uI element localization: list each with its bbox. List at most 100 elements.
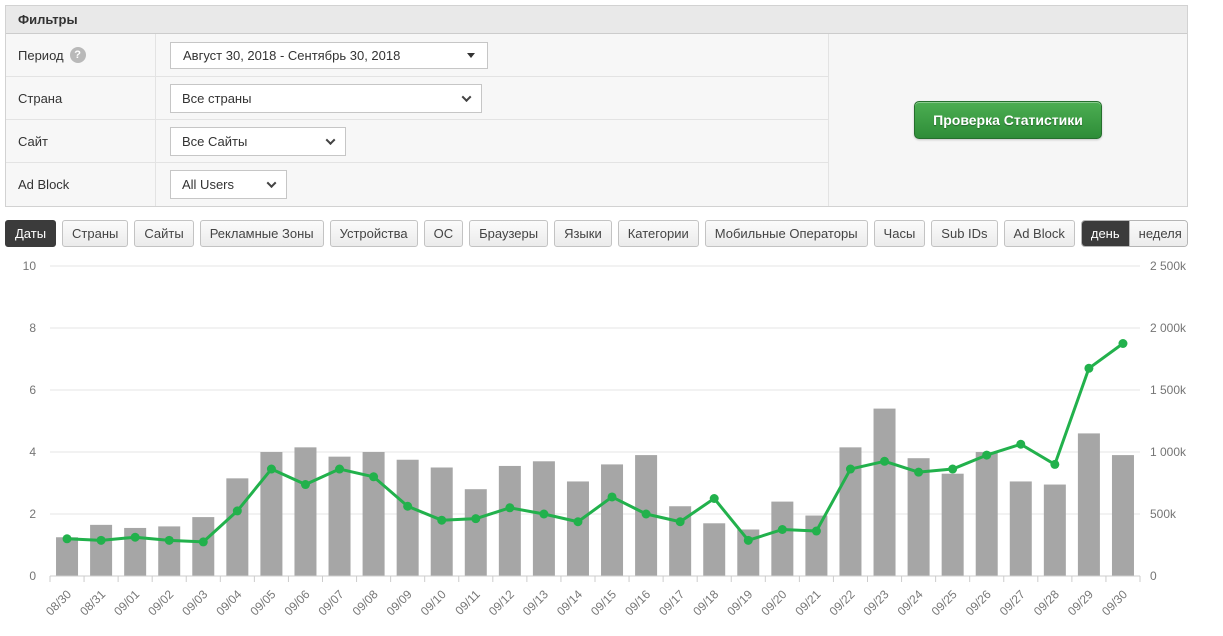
line-dot[interactable] — [131, 533, 140, 542]
bar[interactable] — [329, 457, 351, 576]
tab-devices[interactable]: Устройства — [330, 220, 418, 247]
country-control: Все страны — [156, 77, 482, 119]
line-dot[interactable] — [539, 510, 548, 519]
line-dot[interactable] — [982, 451, 991, 460]
check-statistics-button[interactable]: Проверка Статистики — [914, 101, 1102, 139]
line-dot[interactable] — [471, 514, 480, 523]
line-dot[interactable] — [1084, 364, 1093, 373]
tab-sub-ids[interactable]: Sub IDs — [931, 220, 997, 247]
bar[interactable] — [465, 489, 487, 576]
country-select[interactable]: Все страны — [170, 84, 482, 113]
chevron-down-icon — [462, 92, 472, 102]
tab-languages[interactable]: Языки — [554, 220, 612, 247]
bar[interactable] — [363, 452, 385, 576]
bar[interactable] — [601, 464, 623, 576]
stats-chart-svg: 02468100500k1 000k1 500k2 000k2 500k08/3… — [0, 253, 1223, 629]
tab-browsers[interactable]: Браузеры — [469, 220, 548, 247]
bar[interactable] — [294, 447, 316, 576]
svg-text:09/04: 09/04 — [213, 587, 244, 618]
svg-text:09/20: 09/20 — [758, 587, 789, 618]
line-dot[interactable] — [63, 534, 72, 543]
tab-os[interactable]: ОС — [424, 220, 464, 247]
line-dot[interactable] — [165, 536, 174, 545]
bar[interactable] — [976, 452, 998, 576]
line-dot[interactable] — [97, 536, 106, 545]
bar[interactable] — [158, 526, 180, 576]
line-dot[interactable] — [573, 517, 582, 526]
svg-text:09/25: 09/25 — [929, 587, 960, 618]
line-dot[interactable] — [812, 527, 821, 536]
line-dot[interactable] — [267, 465, 276, 474]
bar[interactable] — [397, 460, 419, 576]
filter-row-period: Период ? Август 30, 2018 - Сентябрь 30, … — [6, 34, 828, 77]
svg-text:8: 8 — [29, 321, 36, 335]
tab-sites[interactable]: Сайты — [134, 220, 193, 247]
line-dot[interactable] — [676, 517, 685, 526]
svg-text:6: 6 — [29, 383, 36, 397]
line-dot[interactable] — [778, 525, 787, 534]
bar[interactable] — [533, 461, 555, 576]
line-dot[interactable] — [233, 506, 242, 515]
svg-text:2 000k: 2 000k — [1150, 321, 1187, 335]
svg-text:09/03: 09/03 — [179, 587, 210, 618]
bar[interactable] — [90, 525, 112, 576]
site-select[interactable]: Все Сайты — [170, 127, 346, 156]
line-dot[interactable] — [505, 503, 514, 512]
line-dot[interactable] — [744, 536, 753, 545]
line-dot[interactable] — [301, 480, 310, 489]
line-dot[interactable] — [437, 516, 446, 525]
bar[interactable] — [805, 516, 827, 576]
bar[interactable] — [567, 481, 589, 576]
bar[interactable] — [1044, 485, 1066, 576]
tab-hours[interactable]: Часы — [874, 220, 926, 247]
line-dot[interactable] — [335, 465, 344, 474]
line-dot[interactable] — [914, 468, 923, 477]
right-axis-labels: 0500k1 000k1 500k2 000k2 500k — [1150, 259, 1187, 583]
bar[interactable] — [771, 502, 793, 576]
line-dot[interactable] — [710, 494, 719, 503]
line-dot[interactable] — [369, 472, 378, 481]
tab-ad-zones[interactable]: Рекламные Зоны — [200, 220, 324, 247]
bar[interactable] — [874, 409, 896, 576]
line-dot[interactable] — [1050, 460, 1059, 469]
line-dot[interactable] — [948, 465, 957, 474]
country-label: Страна — [6, 77, 156, 119]
line-dot[interactable] — [199, 537, 208, 546]
line-dot[interactable] — [642, 510, 651, 519]
bar[interactable] — [192, 517, 214, 576]
period-granularity-switch: день неделя месяц год — [1081, 220, 1188, 247]
chevron-down-icon — [326, 135, 336, 145]
tab-ad-block[interactable]: Ad Block — [1004, 220, 1075, 247]
segment-week[interactable]: неделя — [1129, 221, 1188, 246]
period-dropdown[interactable]: Август 30, 2018 - Сентябрь 30, 2018 — [170, 42, 488, 69]
report-tabs-row: Даты Страны Сайты Рекламные Зоны Устройс… — [5, 220, 1188, 247]
svg-text:2 500k: 2 500k — [1150, 259, 1187, 273]
svg-text:09/16: 09/16 — [622, 587, 653, 618]
bar[interactable] — [703, 523, 725, 576]
tab-categories[interactable]: Категории — [618, 220, 699, 247]
bar[interactable] — [942, 474, 964, 576]
period-label-text: Период — [18, 48, 64, 63]
bar[interactable] — [1078, 433, 1100, 576]
bar[interactable] — [226, 478, 248, 576]
svg-text:09/11: 09/11 — [452, 587, 483, 618]
filter-row-adblock: Ad Block All Users — [6, 163, 828, 206]
line-dot[interactable] — [1016, 440, 1025, 449]
help-icon[interactable]: ? — [70, 47, 86, 63]
line-dot[interactable] — [1118, 339, 1127, 348]
bar[interactable] — [1112, 455, 1134, 576]
tab-mobile-operators[interactable]: Мобильные Операторы — [705, 220, 868, 247]
tab-dates[interactable]: Даты — [5, 220, 56, 247]
tab-countries[interactable]: Страны — [62, 220, 128, 247]
segment-day[interactable]: день — [1082, 221, 1129, 246]
bar[interactable] — [499, 466, 521, 576]
adblock-select[interactable]: All Users — [170, 170, 287, 199]
bar[interactable] — [1010, 481, 1032, 576]
svg-text:09/23: 09/23 — [861, 587, 892, 618]
line-dot[interactable] — [403, 502, 412, 511]
svg-text:09/05: 09/05 — [247, 587, 278, 618]
line-dot[interactable] — [608, 492, 617, 501]
line-dot[interactable] — [880, 457, 889, 466]
svg-text:09/24: 09/24 — [895, 587, 926, 618]
line-dot[interactable] — [846, 465, 855, 474]
